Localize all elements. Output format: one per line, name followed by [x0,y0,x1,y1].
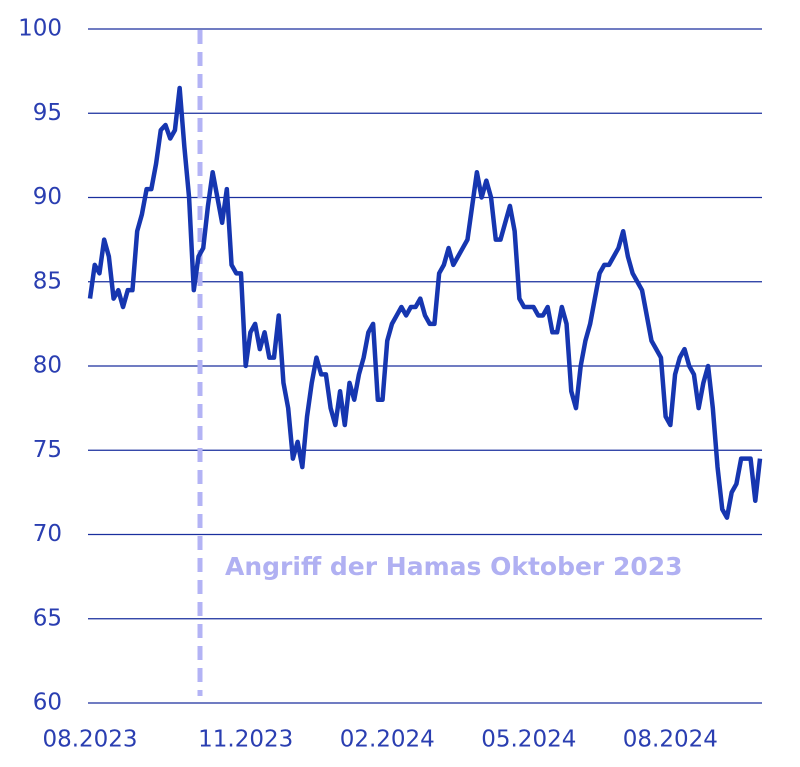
x-tick-label: 08.2024 [623,727,718,753]
y-tick-label: 60 [33,690,62,716]
x-tick-label: 05.2024 [481,727,576,753]
annotation: Angriff der Hamas Oktober 2023 [225,552,683,581]
y-tick-label: 80 [33,353,62,379]
y-tick-label: 85 [33,268,62,294]
y-tick-label: 90 [33,184,62,210]
y-tick-label: 95 [33,100,62,126]
x-tick-label: 11.2023 [198,727,293,753]
y-tick-label: 65 [33,605,62,631]
x-tick-label: 02.2024 [340,727,435,753]
x-tick-label: 08.2023 [42,727,137,753]
y-tick-label: 75 [33,437,62,463]
y-tick-label: 70 [33,521,62,547]
y-tick-label: 100 [18,16,62,42]
price-line [87,85,763,520]
